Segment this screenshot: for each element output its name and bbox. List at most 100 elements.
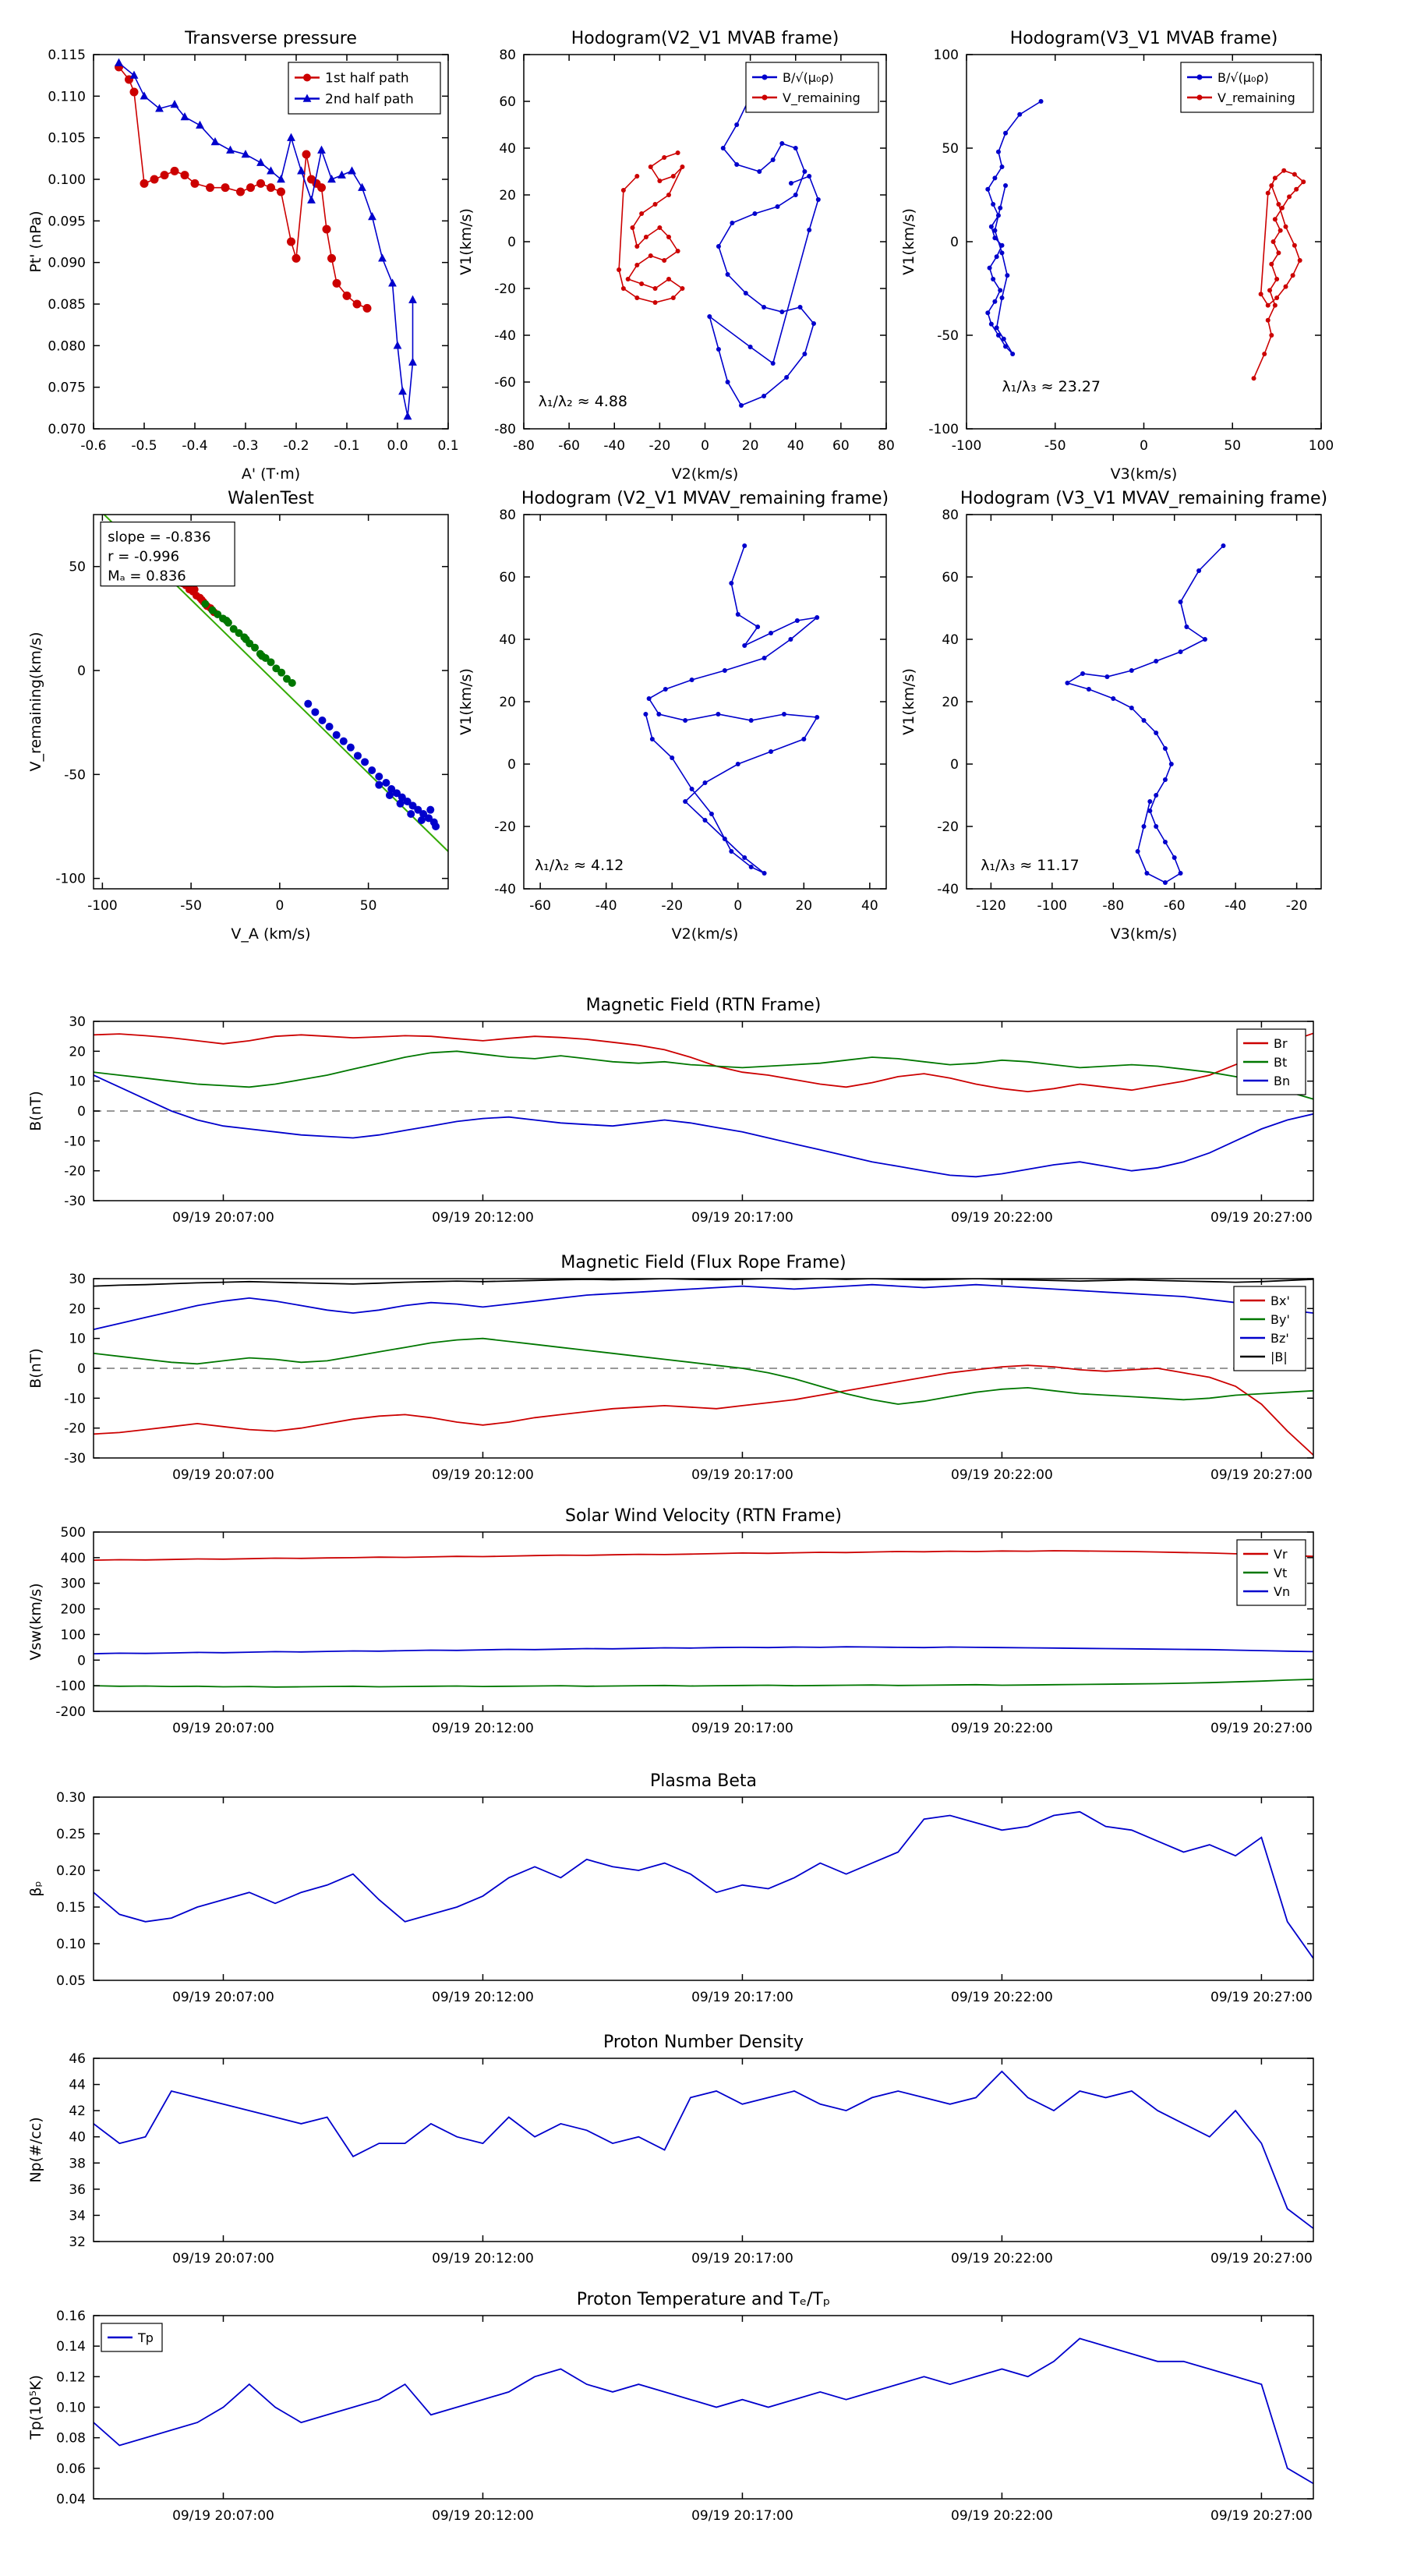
y-tick-label: 0 xyxy=(77,663,86,679)
x-tick-label: 0.0 xyxy=(387,438,408,454)
series-marker-b xyxy=(815,615,820,620)
legend-marker-sample xyxy=(303,73,311,82)
series-marker-b xyxy=(720,146,726,150)
y-tick-label: -40 xyxy=(494,882,516,897)
x-tick-label: 20 xyxy=(742,438,759,454)
y-tick-label: -20 xyxy=(937,819,959,835)
series-marker-v-remaining xyxy=(1283,224,1288,229)
chart-hodogram-v3v1-mvab: -100 -50 0 50 100 -100 -50 0 50 100 Hodogram(V3_V1… xyxy=(900,29,1334,483)
legend-label: Bx' xyxy=(1270,1293,1290,1308)
y-tick-label: -40 xyxy=(494,328,516,344)
y-tick-label: 0 xyxy=(77,1361,86,1377)
axes-frame xyxy=(93,514,449,890)
x-tick-label: -0.4 xyxy=(182,438,207,454)
annotation: λ₁/λ₃ ≈ 11.17 xyxy=(981,857,1080,874)
series-marker-b xyxy=(1129,668,1134,673)
x-tick-label: 09/19 20:22:00 xyxy=(951,1990,1053,2005)
x-tick-label: 09/19 20:27:00 xyxy=(1210,2251,1313,2266)
stats-line: Mₐ = 0.836 xyxy=(108,568,186,585)
series-marker-b xyxy=(762,394,767,398)
series-marker-v-remaining xyxy=(1301,179,1306,185)
series-marker-b xyxy=(992,175,998,181)
chart-title: Hodogram(V2_V1 MVAB frame) xyxy=(571,29,839,48)
series-line-bz xyxy=(94,1283,1313,1331)
series-marker-1st-half-path xyxy=(190,179,200,188)
series-marker-v-remaining xyxy=(666,193,671,197)
series-marker-b xyxy=(793,193,798,197)
series-marker-walen-mid-segment xyxy=(267,658,275,667)
series-marker-2nd-half-path xyxy=(393,341,402,349)
series-marker-1st-half-path xyxy=(236,187,245,196)
x-tick-label: 09/19 20:12:00 xyxy=(432,2508,534,2524)
chart-title: Proton Temperature and Tₑ/Tₚ xyxy=(577,2290,831,2309)
series-marker-b xyxy=(1104,674,1110,679)
series-marker-2nd-half-path xyxy=(297,166,306,175)
series-marker-1st-half-path xyxy=(332,278,341,288)
series-marker-b xyxy=(725,380,730,384)
series-marker-1st-half-path xyxy=(362,303,372,313)
y-tick-label: 40 xyxy=(499,141,516,157)
x-tick-label: 09/19 20:17:00 xyxy=(691,1467,793,1483)
series-marker-b xyxy=(742,643,747,648)
legend-label: Vn xyxy=(1274,1584,1290,1599)
series-marker-v-remaining xyxy=(1265,303,1270,308)
y-axis-label: Tp(10⁵K) xyxy=(27,2375,44,2440)
y-tick-label: 0.30 xyxy=(56,1790,86,1806)
y-tick-label: 80 xyxy=(499,48,516,63)
series-marker-2nd-half-path xyxy=(155,104,164,112)
x-tick-label: 50 xyxy=(1224,438,1241,454)
x-tick-label: 09/19 20:22:00 xyxy=(951,1210,1053,1226)
series-marker-b xyxy=(1162,777,1168,782)
y-axis-label: Pt' (nPa) xyxy=(27,211,44,272)
x-tick-label: 09/19 20:27:00 xyxy=(1210,1721,1313,1736)
y-tick-label: 20 xyxy=(499,695,516,710)
series-marker-b xyxy=(991,277,996,281)
series-marker-walen-2nd-segment xyxy=(398,793,406,801)
axes-background xyxy=(94,55,448,429)
legend-label: Bt xyxy=(1274,1055,1287,1070)
series-marker-2nd-half-path xyxy=(277,175,285,183)
series-line-np xyxy=(94,2070,1313,2229)
series-marker-2nd-half-path xyxy=(398,387,407,395)
axes-background xyxy=(94,1797,1313,1980)
x-tick-label: 09/19 20:22:00 xyxy=(951,1467,1053,1483)
series-marker-2nd-half-path xyxy=(140,91,149,100)
series-marker-b xyxy=(1080,671,1086,676)
series-marker-b xyxy=(779,141,785,146)
series-marker-v-remaining xyxy=(620,188,626,193)
series-marker-v-remaining xyxy=(1269,333,1274,338)
series-marker-1st-half-path xyxy=(322,225,331,234)
series-marker-b xyxy=(1178,649,1183,654)
y-tick-label: 0 xyxy=(507,757,516,773)
x-tick-label: 09/19 20:22:00 xyxy=(951,2508,1053,2524)
series-marker-b xyxy=(1168,762,1174,766)
series-marker-b xyxy=(649,737,655,741)
series-marker-2nd-half-path xyxy=(170,100,179,108)
series-marker-b xyxy=(1111,696,1116,701)
series-marker-v-remaining xyxy=(1274,295,1280,300)
series-marker-v-remaining xyxy=(662,258,667,263)
series-marker-v-remaining xyxy=(648,253,653,258)
y-tick-label: 10 xyxy=(69,1074,86,1090)
y-tick-label: 36 xyxy=(69,2182,86,2198)
x-tick-label: -60 xyxy=(529,898,551,914)
series-marker-v-remaining xyxy=(1292,242,1297,248)
series-marker-walen-2nd-segment xyxy=(325,723,334,731)
series-marker-v-remaining xyxy=(634,174,640,179)
series-marker-b xyxy=(991,202,996,207)
chart-title: Transverse pressure xyxy=(184,29,357,48)
y-tick-label: -20 xyxy=(494,819,516,835)
legend-box xyxy=(1180,62,1314,113)
axes-background xyxy=(524,515,886,889)
series-marker-1st-half-path xyxy=(342,291,352,300)
series-marker-b xyxy=(815,715,820,720)
x-tick-label: 09/19 20:07:00 xyxy=(172,1990,274,2005)
series-marker-walen-mid-segment xyxy=(251,643,260,652)
series-line-1st-half-path xyxy=(118,66,368,310)
x-axis-label: V2(km/s) xyxy=(672,925,739,943)
x-tick-label: -20 xyxy=(1286,898,1308,914)
y-axis-label: B(nT) xyxy=(27,1348,44,1389)
axes-background xyxy=(967,515,1321,889)
x-tick-label: 09/19 20:12:00 xyxy=(432,1210,534,1226)
series-marker-v-remaining xyxy=(643,235,648,239)
